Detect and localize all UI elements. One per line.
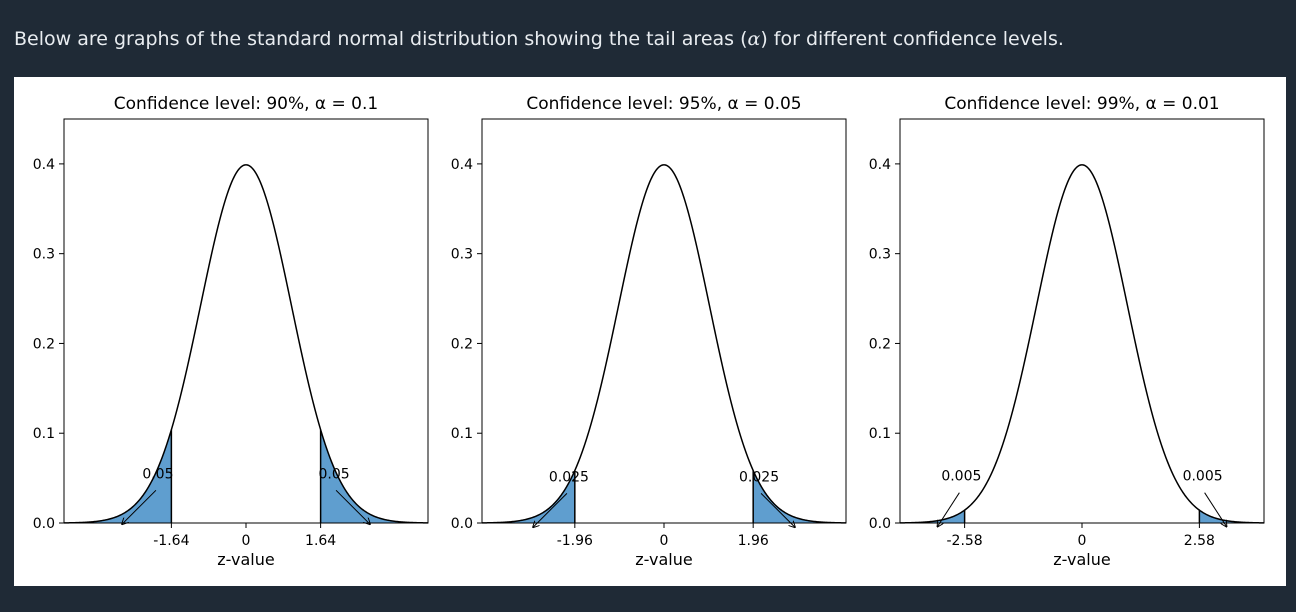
y-tick-label: 0.1: [869, 426, 891, 442]
left-tail-arrow: [533, 492, 568, 527]
right-tail-area: [320, 429, 428, 523]
x-axis-label: z-value: [1053, 550, 1110, 569]
density-curve: [63, 164, 429, 524]
x-tick-label: 1.64: [305, 533, 336, 549]
right-tail-area: [753, 470, 846, 523]
y-tick-label: 0.0: [869, 516, 891, 532]
x-tick-label: 0: [242, 533, 251, 549]
x-axis-label: z-value: [217, 550, 274, 569]
density-curve: [481, 164, 847, 524]
intro-suffix: ) for different confidence levels.: [760, 28, 1064, 50]
chart-panel-3: 0.0 0.1 0.2 0.3 0.4 -2.58 0 2.58 z-value Confiden…: [869, 94, 1265, 569]
panel-title: Confidence level: 95%, α = 0.05: [526, 94, 801, 114]
chart-panel-2: 0.0 0.1 0.2 0.3 0.4 -1.96 0 1.96 z-value Confiden…: [451, 94, 847, 569]
panel-title: Confidence level: 90%, α = 0.1: [114, 94, 378, 114]
left-tail-arrow: [122, 489, 157, 524]
intro-text: Below are graphs of the standard normal …: [14, 28, 1064, 50]
x-tick-label: 0: [1078, 533, 1087, 549]
y-tick-label: 0.1: [33, 426, 55, 442]
y-tick-label: 0.4: [33, 157, 55, 173]
plot-frame: [899, 118, 1265, 524]
right-tail-label: 0.05: [319, 466, 350, 482]
left-tail-arrow: [937, 492, 960, 527]
right-tail-label: 0.025: [739, 469, 779, 485]
y-tick-label: 0.2: [451, 336, 473, 352]
y-tick-label: 0.2: [869, 336, 891, 352]
right-tail-arrow: [760, 492, 795, 527]
normal-distribution-charts: 0.0 0.1 0.2 0.3 0.4 -1.64 0 1.64 z-value Confiden…: [33, 94, 1265, 569]
left-tail-label: 0.05: [142, 466, 173, 482]
plot-frame: [481, 118, 847, 524]
x-tick-label: 2.58: [1184, 533, 1215, 549]
left-tail-area: [64, 429, 172, 523]
intro-prefix: Below are graphs of the standard normal …: [14, 28, 748, 50]
y-tick-label: 0.4: [451, 157, 473, 173]
y-tick-label: 0.1: [451, 426, 473, 442]
y-tick-label: 0.0: [451, 516, 473, 532]
panel-title: Confidence level: 99%, α = 0.01: [944, 94, 1219, 114]
y-tick-label: 0.0: [33, 516, 55, 532]
y-tick-label: 0.3: [451, 247, 473, 263]
right-tail-arrow: [1204, 492, 1227, 527]
y-tick-label: 0.2: [33, 336, 55, 352]
y-tick-label: 0.3: [869, 247, 891, 263]
x-tick-label: 1.96: [738, 533, 769, 549]
y-tick-label: 0.3: [33, 247, 55, 263]
x-axis-label: z-value: [635, 550, 692, 569]
alpha-symbol: α: [747, 28, 761, 50]
plot-frame: [63, 118, 429, 524]
x-tick-label: -1.64: [153, 533, 189, 549]
x-tick-label: -2.58: [946, 533, 982, 549]
x-tick-label: 0: [660, 533, 669, 549]
left-tail-label: 0.005: [941, 469, 981, 485]
right-tail-label: 0.005: [1183, 469, 1223, 485]
right-tail-arrow: [335, 489, 370, 524]
left-tail-area: [482, 470, 575, 523]
right-tail-area: [1199, 510, 1264, 523]
figure: 0.0 0.1 0.2 0.3 0.4 -1.64 0 1.64 z-value Confiden…: [14, 77, 1286, 586]
x-tick-label: -1.96: [557, 533, 593, 549]
left-tail-label: 0.025: [549, 469, 589, 485]
left-tail-area: [900, 510, 965, 523]
chart-panel-1: 0.0 0.1 0.2 0.3 0.4 -1.64 0 1.64 z-value Confiden…: [33, 94, 429, 569]
y-tick-label: 0.4: [869, 157, 891, 173]
density-curve: [899, 164, 1265, 524]
